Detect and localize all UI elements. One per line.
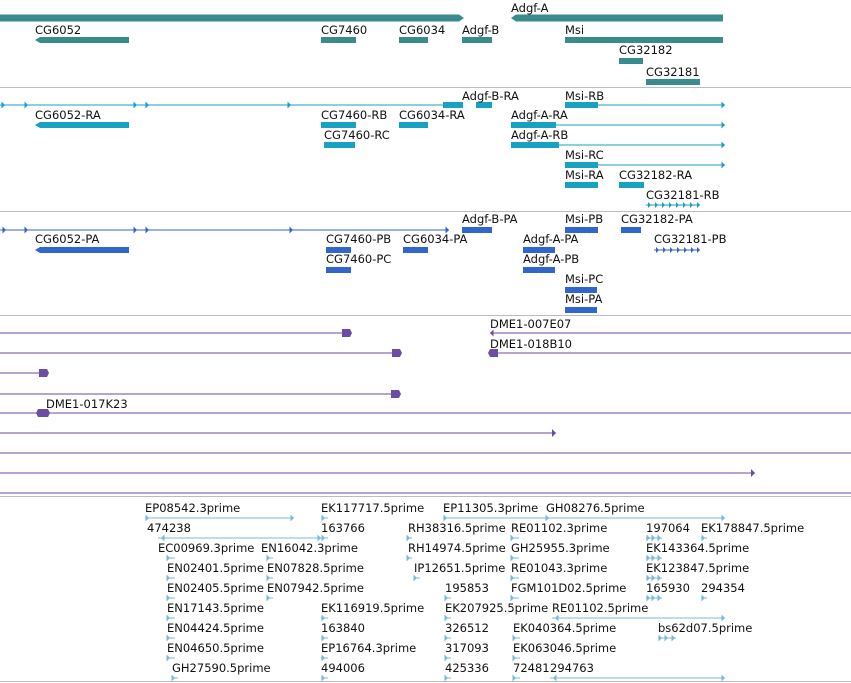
gene-cg7460-label[interactable]: CG7460: [321, 23, 367, 37]
protein-cg6034-pa-label[interactable]: CG6034-PA: [403, 232, 468, 246]
est-317093-label[interactable]: 317093: [445, 641, 489, 655]
est-re01043-label[interactable]: RE01043.3prime: [511, 561, 607, 575]
transcript-cg32181-rb-label[interactable]: CG32181-RB: [646, 188, 720, 202]
est-163766-label[interactable]: 163766: [321, 521, 365, 535]
protein-cg7460-pc-label[interactable]: CG7460-PC: [326, 252, 391, 266]
est-en04650-label[interactable]: EN04650.5prime: [167, 641, 264, 655]
est-ek063046-label[interactable]: EK063046.5prime: [513, 641, 616, 655]
est-en07828-label[interactable]: EN07828.5prime: [267, 561, 364, 575]
gene-adgf-b-label[interactable]: Adgf-B: [462, 23, 499, 37]
protein-cg7460-pb-label[interactable]: CG7460-PB: [326, 232, 391, 246]
transcript-adgf-a-ra-label[interactable]: Adgf-A-RA: [511, 108, 568, 122]
est-gh27590-label[interactable]: GH27590.5prime: [172, 661, 271, 675]
protein-msi-pa-label[interactable]: Msi-PA: [565, 292, 602, 306]
protein-adgf-a-pa-label[interactable]: Adgf-A-PA: [523, 232, 579, 246]
est-re01102-3-label[interactable]: RE01102.3prime: [511, 521, 607, 535]
est-ep11305-label[interactable]: EP11305.3prime: [443, 501, 538, 515]
est-197064-label[interactable]: 197064: [646, 521, 690, 535]
est-294354-label[interactable]: 294354: [701, 581, 745, 595]
est-ek207925-label[interactable]: EK207925.5prime: [445, 601, 548, 615]
feature-glyphs: [0, 14, 851, 682]
gene-cg32182-label[interactable]: CG32182: [619, 43, 673, 57]
est-en16042-label[interactable]: EN16042.3prime: [261, 541, 358, 555]
est-326512-label[interactable]: 326512: [445, 621, 489, 635]
est-ek116919-label[interactable]: EK116919.5prime: [321, 601, 424, 615]
est-en02401-label[interactable]: EN02401.5prime: [167, 561, 264, 575]
transcript-cg7460-rc-label[interactable]: CG7460-RC: [324, 128, 390, 142]
est-rh38316-label[interactable]: RH38316.5prime: [408, 521, 506, 535]
est-ec00969-label[interactable]: EC00969.3prime: [158, 541, 254, 555]
protein-cg32181-pb-label[interactable]: CG32181-PB: [654, 232, 727, 246]
est-494006-label[interactable]: 494006: [321, 661, 365, 675]
est-gh08276-label[interactable]: GH08276.5prime: [546, 501, 645, 515]
gene-cg6034-label[interactable]: CG6034: [399, 23, 445, 37]
transcript-adgf-a-rb-label[interactable]: Adgf-A-RB: [511, 128, 568, 142]
transcript-msi-rc-label[interactable]: Msi-RC: [565, 148, 604, 162]
est-en04424-label[interactable]: EN04424.5prime: [167, 621, 264, 635]
est-ek117717-label[interactable]: EK117717.5prime: [321, 501, 424, 515]
protein-adgf-a-pb-label[interactable]: Adgf-A-PB: [523, 252, 579, 266]
est-bs62d07-label[interactable]: bs62d07.5prime: [658, 621, 752, 635]
est-294763-label[interactable]: 294763: [550, 661, 594, 675]
protein-msi-pb-label[interactable]: Msi-PB: [565, 212, 603, 226]
est-ek040364-label[interactable]: EK040364.5prime: [513, 621, 616, 635]
est-165930-label[interactable]: 165930: [646, 581, 690, 595]
est-72481-label[interactable]: 72481: [513, 661, 550, 675]
transcript-cg6052-ra-label[interactable]: CG6052-RA: [35, 108, 101, 122]
est-ep08542-label[interactable]: EP08542.3prime: [145, 501, 240, 515]
est-en07942-label[interactable]: EN07942.5prime: [267, 581, 364, 595]
feature-labels: Adgf-A CG6052 CG7460 CG6034 Adgf-B Msi CG32182…: [35, 1, 804, 675]
clone-dme1-017k23-label[interactable]: DME1-017K23: [46, 397, 128, 411]
transcript-adgf-b-ra-label[interactable]: Adgf-B-RA: [462, 89, 519, 103]
gene-cg32181-label[interactable]: CG32181: [646, 65, 700, 79]
est-ek178847-label[interactable]: EK178847.5prime: [701, 521, 804, 535]
est-fgm101d02-label[interactable]: FGM101D02.5prime: [511, 581, 626, 595]
est-en02405-label[interactable]: EN02405.5prime: [167, 581, 264, 595]
est-425336-label[interactable]: 425336: [445, 661, 489, 675]
est-ep16764-label[interactable]: EP16764.3prime: [321, 641, 416, 655]
est-ek143364-label[interactable]: EK143364.5prime: [646, 541, 749, 555]
est-en17143-label[interactable]: EN17143.5prime: [167, 601, 264, 615]
protein-cg32182-pa-label[interactable]: CG32182-PA: [621, 212, 693, 226]
transcript-msi-ra-label[interactable]: Msi-RA: [565, 168, 604, 182]
gene-msi-label[interactable]: Msi: [565, 23, 584, 37]
transcript-cg32182-ra-label[interactable]: CG32182-RA: [619, 168, 692, 182]
gene-cg6052-label[interactable]: CG6052: [35, 23, 81, 37]
transcript-cg6034-ra-label[interactable]: CG6034-RA: [399, 108, 465, 122]
protein-cg6052-pa-label[interactable]: CG6052-PA: [35, 232, 100, 246]
est-gh25955-label[interactable]: GH25955.3prime: [511, 541, 610, 555]
protein-adgf-b-pa-label[interactable]: Adgf-B-PA: [462, 212, 518, 226]
track-dividers: [0, 87, 851, 682]
gene-adgf-a-label[interactable]: Adgf-A: [511, 1, 549, 15]
est-re01102-5-label[interactable]: RE01102.5prime: [552, 601, 648, 615]
transcript-cg7460-rb-label[interactable]: CG7460-RB: [321, 108, 387, 122]
clone-dme1-007e07-label[interactable]: DME1-007E07: [490, 317, 571, 331]
est-ek123847-label[interactable]: EK123847.5prime: [646, 561, 749, 575]
protein-msi-pc-label[interactable]: Msi-PC: [565, 272, 603, 286]
est-ip12651-label[interactable]: IP12651.5prime: [414, 561, 505, 575]
est-474238-label[interactable]: 474238: [147, 521, 191, 535]
clone-dme1-018b10-label[interactable]: DME1-018B10: [490, 337, 572, 351]
est-163840-label[interactable]: 163840: [321, 621, 365, 635]
est-195853-label[interactable]: 195853: [445, 581, 489, 595]
transcript-msi-rb-label[interactable]: Msi-RB: [565, 89, 604, 103]
est-rh14974-label[interactable]: RH14974.5prime: [408, 541, 506, 555]
